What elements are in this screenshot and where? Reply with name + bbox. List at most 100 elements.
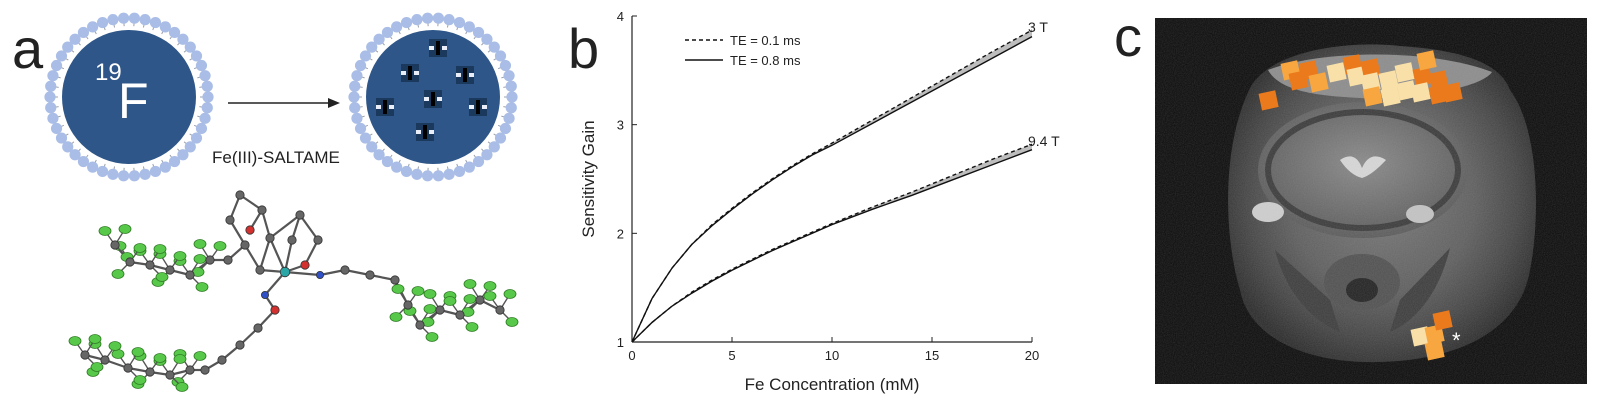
lipid-head	[47, 70, 58, 81]
carbon-atom	[126, 258, 134, 266]
lipid-head	[464, 162, 475, 173]
lipid-head	[107, 14, 118, 25]
fe-complex-core	[383, 100, 387, 114]
fluorine-atom	[154, 354, 166, 363]
fluorine-atom	[506, 318, 518, 327]
lipid-head	[454, 17, 465, 28]
lipid-head	[454, 166, 465, 177]
series-line	[632, 144, 1032, 342]
lipid-head	[202, 81, 213, 92]
asterisk-marker: *	[1452, 328, 1461, 353]
carbon-atom	[146, 261, 154, 269]
lipid-head	[139, 169, 150, 180]
signal-voxel	[1411, 82, 1431, 102]
legend-label: TE = 0.1 ms	[730, 33, 801, 48]
carbon-atom	[224, 256, 232, 264]
lipid-head	[97, 17, 108, 28]
lipid-head	[503, 70, 514, 81]
nitrogen-atom	[261, 291, 268, 298]
fe-complex-highlight	[414, 71, 419, 75]
nitrogen-atom	[316, 271, 323, 278]
fluorine-atom	[424, 305, 436, 314]
fluorine-atom	[154, 245, 166, 254]
fluorine-atom	[390, 313, 402, 322]
carbon-atom	[256, 266, 264, 274]
carbon-atom	[258, 206, 266, 214]
carbon-atom	[241, 241, 249, 249]
bond	[270, 238, 285, 272]
lipid-head	[506, 81, 517, 92]
fluorine-atom	[176, 383, 188, 392]
chart-series: 3 T9.4 T	[632, 19, 1060, 342]
lipid-head	[45, 102, 56, 113]
lipid-head	[500, 60, 511, 71]
carbon-atom	[341, 266, 349, 274]
series-line	[632, 37, 1032, 342]
x-tick-label: 15	[925, 348, 939, 363]
fluorine-atom	[464, 295, 476, 304]
panel-a-letter: a	[12, 17, 44, 80]
fe-complex-highlight	[442, 46, 447, 50]
fe-complex-highlight	[416, 130, 421, 134]
carbon-atom	[186, 271, 194, 279]
lipid-head	[355, 123, 366, 134]
lipid-head	[495, 50, 506, 61]
fluorine-atom	[112, 350, 124, 359]
fluorine-atom	[392, 285, 404, 294]
lipid-head	[150, 17, 161, 28]
fe-complex-highlight	[429, 130, 434, 134]
lipid-head	[196, 60, 207, 71]
lipid-head	[199, 70, 210, 81]
carbon-atom	[436, 306, 444, 314]
mri-overlay-image: c *	[1100, 0, 1600, 413]
fluorine-atom	[412, 287, 424, 296]
lipid-head	[129, 170, 140, 181]
lipid-head	[129, 13, 140, 24]
lipid-head	[51, 123, 62, 134]
lipid-head	[196, 123, 207, 134]
signal-voxel	[1417, 50, 1437, 70]
fe-complex-highlight	[469, 105, 474, 109]
x-tick-label: 20	[1025, 348, 1039, 363]
lipid-head	[349, 102, 360, 113]
carbon-atom	[496, 306, 504, 314]
iron-atom	[280, 267, 290, 277]
fluorine-liposome: 19 F	[44, 13, 213, 182]
fluorine-atom	[194, 255, 206, 264]
carbon-atom	[201, 366, 209, 374]
carbon-atom	[186, 366, 194, 374]
fluorine-atom	[134, 376, 146, 385]
fe-complex-core	[436, 41, 440, 55]
reagent-label: Fe(III)-SALTAME	[212, 148, 340, 167]
lipid-head	[351, 70, 362, 81]
fluorine-atom	[464, 280, 476, 289]
lipid-head	[202, 102, 213, 113]
fluorine-atom	[99, 227, 111, 236]
fluorine-atom	[484, 282, 496, 291]
lipid-head	[401, 17, 412, 28]
oxygen-atom	[301, 261, 309, 269]
lipid-head	[199, 113, 210, 124]
signal-voxel	[1425, 340, 1445, 360]
te-difference-band	[632, 30, 1032, 342]
fluorine-atom	[109, 342, 121, 351]
carbon-atom	[166, 371, 174, 379]
lipid-head	[150, 166, 161, 177]
fluorine-atom	[484, 292, 496, 301]
fluorine-atom	[194, 352, 206, 361]
lipid-head	[44, 91, 55, 102]
fluorine-atom	[156, 273, 168, 282]
lipid-head	[506, 102, 517, 113]
signal-voxel	[1259, 90, 1279, 110]
carbon-atom	[124, 364, 132, 372]
signal-voxel	[1309, 72, 1329, 92]
fluorine-atom	[91, 363, 103, 372]
carbon-atom	[314, 236, 322, 244]
fluorine-atom	[174, 252, 186, 261]
fluorine-atom	[466, 323, 478, 332]
fe-complex-highlight	[424, 97, 429, 101]
fluorine-atom	[504, 290, 516, 299]
fluorine-atom	[134, 244, 146, 253]
